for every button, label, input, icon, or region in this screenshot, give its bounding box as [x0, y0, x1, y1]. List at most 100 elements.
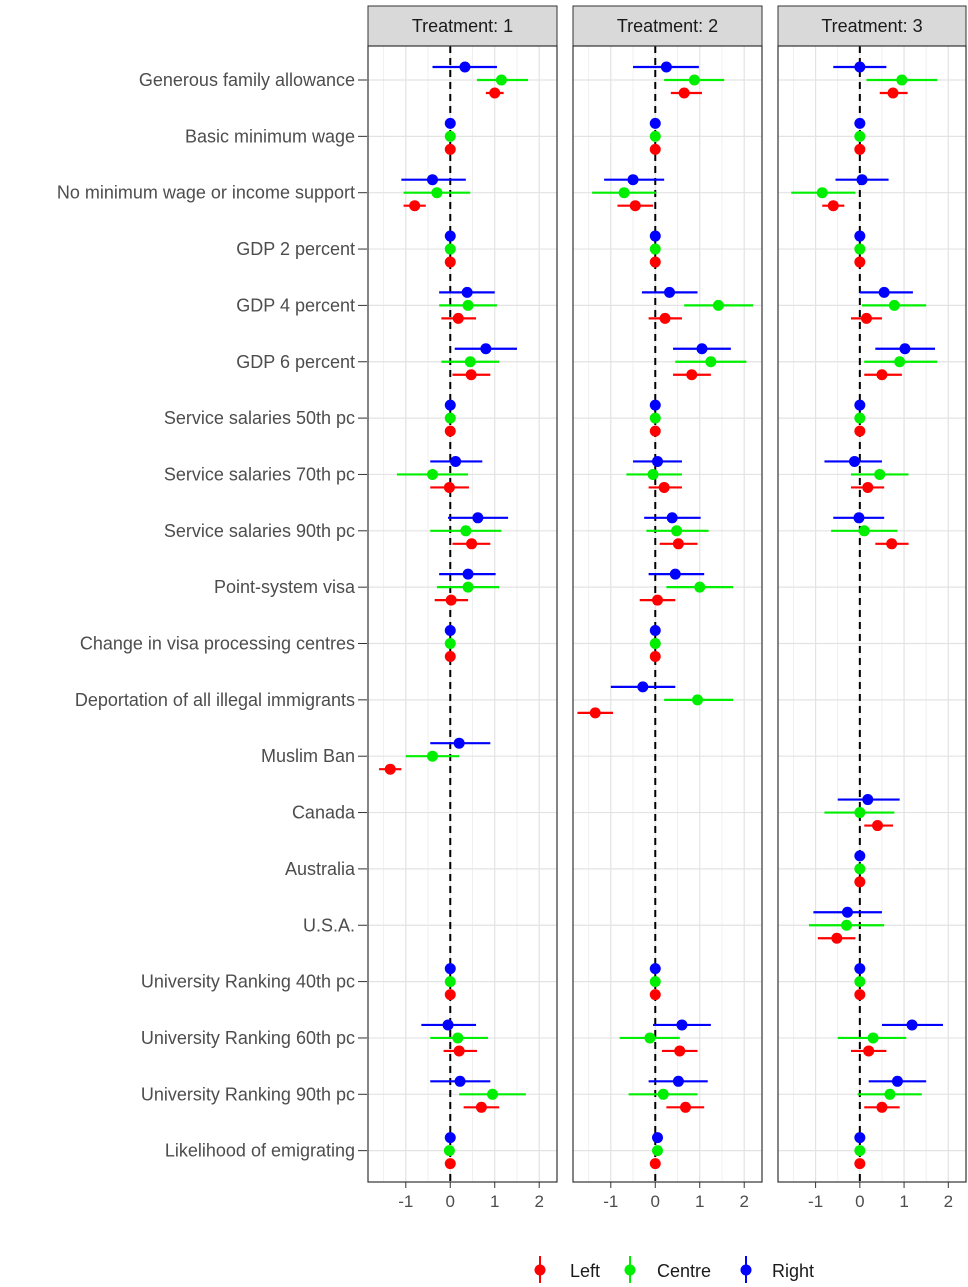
point-centre — [487, 1088, 499, 1100]
point-left — [629, 200, 641, 212]
point-centre — [896, 74, 908, 86]
point-left — [854, 876, 866, 888]
x-tick-label: -1 — [603, 1192, 618, 1211]
point-right — [906, 1019, 918, 1031]
point-centre — [651, 1145, 663, 1157]
point-left — [831, 932, 843, 944]
category-labels: Generous family allowance Basic minimum w… — [57, 70, 367, 1161]
point-left — [686, 369, 698, 381]
point-centre — [649, 130, 661, 142]
point-left — [854, 425, 866, 437]
point-right — [461, 286, 473, 298]
point-right — [649, 230, 661, 242]
point-right — [856, 174, 868, 186]
point-left — [649, 425, 661, 437]
point-left — [384, 763, 396, 775]
legend-item-right: Right — [740, 1256, 814, 1283]
point-centre — [444, 243, 456, 255]
x-tick-label: 0 — [855, 1192, 864, 1211]
point-left — [827, 200, 839, 212]
point-centre — [649, 412, 661, 424]
point-right — [854, 117, 866, 129]
point-right — [854, 1132, 866, 1144]
point-right — [450, 455, 462, 467]
point-left — [854, 989, 866, 1001]
point-centre — [692, 694, 704, 706]
legend-label: Left — [570, 1261, 600, 1281]
legend-key-point — [624, 1264, 636, 1276]
point-centre — [894, 356, 906, 368]
category-label: Point-system visa — [214, 577, 356, 597]
point-centre — [431, 187, 443, 199]
panel-strip — [367, 5, 558, 47]
point-right — [672, 1075, 684, 1087]
point-left — [854, 1158, 866, 1170]
x-tick-label: -1 — [808, 1192, 823, 1211]
point-right — [666, 512, 678, 524]
category-label: Generous family allowance — [139, 70, 355, 90]
category-label: Basic minimum wage — [185, 126, 355, 146]
point-right — [649, 625, 661, 636]
point-right — [444, 625, 456, 636]
point-left — [860, 312, 872, 324]
category-label: Service salaries 50th pc — [164, 408, 355, 428]
point-centre — [712, 299, 724, 311]
x-tick-label: 0 — [446, 1192, 455, 1211]
legend: Left Centre Right — [534, 1256, 814, 1283]
category-label: GDP 6 percent — [236, 352, 355, 372]
point-left — [589, 707, 601, 719]
panel-border — [367, 45, 558, 1183]
point-centre — [854, 863, 866, 875]
point-right — [853, 512, 865, 524]
point-centre — [841, 919, 853, 931]
point-left — [658, 481, 670, 493]
point-right — [627, 174, 639, 186]
legend-key-point — [740, 1264, 752, 1276]
point-centre — [854, 976, 866, 988]
panel-title: Treatment: 2 — [617, 16, 718, 36]
point-centre — [867, 1032, 879, 1044]
point-right — [854, 963, 866, 975]
point-right — [878, 286, 890, 298]
point-right — [426, 174, 438, 186]
point-right — [669, 568, 681, 580]
plot-background — [778, 46, 966, 1182]
point-left — [886, 538, 898, 550]
point-left — [445, 594, 457, 606]
point-left — [680, 1101, 692, 1113]
point-centre — [462, 299, 474, 311]
point-left — [444, 651, 456, 662]
legend-label: Centre — [657, 1261, 711, 1281]
point-centre — [452, 1032, 464, 1044]
category-label: No minimum wage or income support — [57, 183, 355, 203]
point-right — [660, 61, 672, 73]
point-left — [651, 594, 663, 606]
point-right — [696, 343, 708, 355]
point-centre — [460, 525, 472, 537]
point-centre — [888, 299, 900, 311]
point-right — [444, 1132, 456, 1144]
point-centre — [649, 976, 661, 988]
category-label: Canada — [292, 803, 356, 823]
point-left — [649, 651, 661, 662]
category-label: Australia — [285, 859, 356, 879]
point-right — [849, 455, 861, 467]
point-left — [444, 143, 456, 155]
point-left — [674, 1045, 686, 1057]
point-centre — [444, 976, 456, 988]
point-centre — [644, 1032, 656, 1044]
point-left — [444, 989, 456, 1001]
legend-key-point — [534, 1264, 546, 1276]
point-right — [444, 963, 456, 975]
point-left — [649, 989, 661, 1001]
panel-1: Treatment: 1 -1 0 1 2 — [367, 5, 558, 1211]
legend-item-left: Left — [534, 1256, 600, 1283]
point-centre — [874, 468, 886, 480]
panel-3: Treatment: 3 -1 0 1 2 — [777, 5, 967, 1211]
point-centre — [854, 1145, 866, 1157]
point-centre — [649, 638, 661, 649]
point-right — [854, 61, 866, 73]
point-right — [649, 399, 661, 411]
category-label: Service salaries 90th pc — [164, 521, 355, 541]
